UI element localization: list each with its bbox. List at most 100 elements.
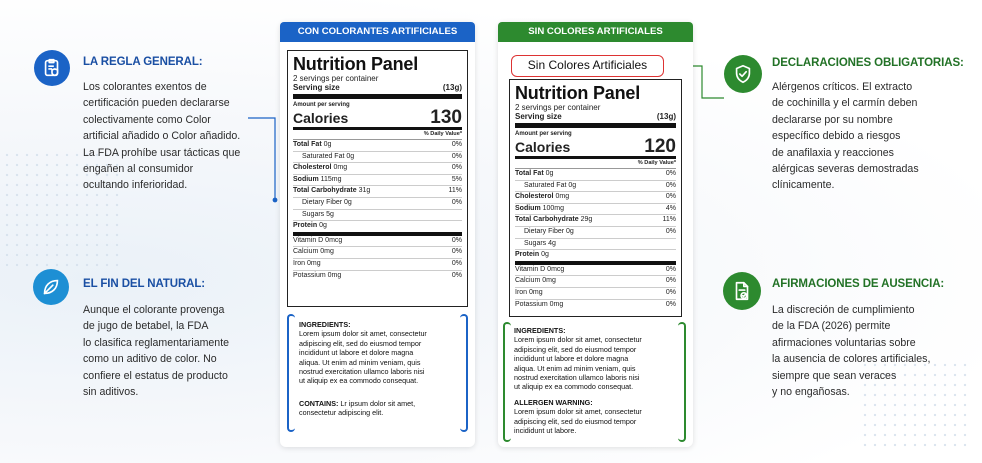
nutrient-rows: Total Fat 0g 0% Saturated Fat 0g 0% Choleste… bbox=[515, 169, 676, 310]
nutrient-name: Sodium 100mg bbox=[515, 204, 565, 212]
nutrient-dv: 11% bbox=[448, 187, 463, 195]
nutrient-row: Cholesterol 0mg 0% bbox=[515, 192, 676, 204]
nutrient-dv: 0% bbox=[665, 277, 676, 285]
nutrient-name: Sodium 115mg bbox=[293, 175, 342, 183]
panel-title: Nutrition Panel bbox=[515, 83, 641, 103]
nutrient-dv: 0% bbox=[665, 181, 676, 189]
nutrient-row: Dietary Fiber 0g 0% bbox=[293, 198, 462, 210]
clipboard-shield-icon bbox=[34, 50, 70, 86]
nutrient-row: Cholesterol 0mg 0% bbox=[293, 163, 462, 175]
nutrient-name: Saturated Fat 0g bbox=[302, 152, 355, 160]
nutrient-row: Total Fat 0g 0% bbox=[293, 140, 462, 152]
nutrient-row: Protein 0g bbox=[293, 221, 462, 236]
nutrient-dv: 0% bbox=[665, 170, 676, 177]
card-tab: CON COLORANTES ARTIFICIALES bbox=[280, 22, 475, 42]
nutrient-dv: 0% bbox=[451, 259, 462, 267]
card-tab: SIN COLORES ARTIFICIALES bbox=[498, 22, 693, 42]
nutrient-name: Saturated Fat 0g bbox=[524, 181, 577, 189]
nutrient-rows: Total Fat 0g 0% Saturated Fat 0g 0% Choleste… bbox=[293, 140, 462, 281]
serving-size: Serving size (13g) bbox=[293, 83, 462, 99]
nutrient-row: Vitamin D 0mcg 0% bbox=[293, 236, 462, 248]
section-title: DECLARACIONES OBLIGATORIAS: bbox=[772, 57, 964, 69]
nutrient-dv: 0% bbox=[665, 193, 676, 201]
card-sin-colores: SIN COLORES ARTIFICIALES Sin Colores Art… bbox=[498, 22, 693, 447]
nutrient-row: Vitamin D 0mcg 0% bbox=[515, 265, 676, 277]
nutrient-name: Protein 0g bbox=[515, 251, 549, 259]
leaf-icon bbox=[33, 269, 69, 305]
nutrient-row: Sodium 100mg 4% bbox=[515, 204, 676, 216]
nutrient-row: Saturated Fat 0g 0% bbox=[293, 152, 462, 164]
servings: 2 servings per container bbox=[515, 103, 601, 112]
nutrient-row: Calcium 0mg 0% bbox=[293, 247, 462, 259]
daily-value-header: % Daily Value* bbox=[293, 130, 462, 140]
nutrient-dv: 0% bbox=[665, 288, 676, 296]
nutrient-name: Total Fat 0g bbox=[293, 141, 332, 148]
nutrient-name: Total Fat 0g bbox=[515, 170, 554, 177]
nutrient-row: Sodium 115mg 5% bbox=[293, 175, 462, 187]
section-text: Alérgenos críticos. El extracto de cochin… bbox=[772, 81, 919, 192]
bracket-right bbox=[460, 314, 468, 432]
nutrient-name: Sugars 4g bbox=[524, 239, 556, 247]
section-title: AFIRMACIONES DE AUSENCIA: bbox=[772, 278, 945, 290]
nutrient-name: Potassium 0mg bbox=[293, 271, 342, 279]
nutrient-dv: 0% bbox=[451, 164, 462, 172]
nutrient-row: Protein 0g bbox=[515, 250, 676, 265]
nutrient-name: Potassium 0mg bbox=[515, 300, 564, 308]
daily-value-header: % Daily Value* bbox=[515, 159, 676, 169]
nutrient-dv: 4% bbox=[665, 204, 676, 212]
nutrient-name: Cholesterol 0mg bbox=[293, 164, 348, 172]
shield-check-icon bbox=[724, 55, 762, 93]
nutrient-dv: 5% bbox=[451, 175, 462, 183]
bracket-left bbox=[503, 322, 511, 442]
nutrient-row: Dietary Fiber 0g 0% bbox=[515, 227, 676, 239]
nutrient-row: Total Carbohydrate 29g 11% bbox=[515, 215, 676, 227]
bracket-right bbox=[678, 322, 686, 442]
nutrient-row: Calcium 0mg 0% bbox=[515, 276, 676, 288]
ingredients: INGREDIENTS: Lorem ipsum dolor sit amet,… bbox=[514, 326, 642, 392]
nutrient-name: Calcium 0mg bbox=[515, 277, 556, 285]
nutrient-name: Iron 0mg bbox=[293, 259, 321, 267]
nutrient-dv: 11% bbox=[662, 216, 677, 224]
nutrient-name: Vitamin D 0mcg bbox=[515, 265, 565, 273]
sin-colores-badge: Sin Colores Artificiales bbox=[511, 55, 664, 77]
calories: Calories 130 bbox=[293, 107, 462, 130]
nutrient-row: Potassium 0mg 0% bbox=[293, 271, 462, 282]
nutrient-dv: 0% bbox=[451, 141, 462, 148]
nutrient-dv: 0% bbox=[665, 300, 676, 308]
nutrient-dv: 0% bbox=[451, 248, 462, 256]
nutrient-row: Saturated Fat 0g 0% bbox=[515, 181, 676, 193]
nutrient-dv: 0% bbox=[451, 152, 462, 160]
servings: 2 servings per container bbox=[293, 74, 379, 83]
section-text: La discreción de cumplimiento de la FDA (… bbox=[772, 304, 931, 399]
nutrient-dv: 0% bbox=[665, 227, 676, 235]
amount-per-serving: Amount per serving bbox=[293, 102, 350, 108]
nutrition-panel: Nutrition Panel 2 servings per container… bbox=[509, 79, 682, 317]
bracket-left bbox=[287, 314, 295, 432]
panel-title: Nutrition Panel bbox=[293, 54, 419, 74]
nutrient-name: Total Carbohydrate 29g bbox=[515, 216, 593, 224]
nutrient-name: Dietary Fiber 0g bbox=[524, 227, 574, 235]
nutrient-name: Total Carbohydrate 31g bbox=[293, 187, 371, 195]
serving-size: Serving size (13g) bbox=[515, 112, 676, 128]
nutrient-row: Total Fat 0g 0% bbox=[515, 169, 676, 181]
nutrient-name: Protein 0g bbox=[293, 222, 327, 230]
section-text: Aunque el colorante provenga de jugo de b… bbox=[83, 304, 230, 399]
nutrient-name: Iron 0mg bbox=[515, 288, 543, 296]
section-title: EL FIN DEL NATURAL: bbox=[83, 278, 206, 290]
nutrient-dv: 0% bbox=[451, 236, 462, 244]
nutrient-name: Dietary Fiber 0g bbox=[302, 198, 352, 206]
dot-pattern bbox=[860, 360, 970, 450]
amount-per-serving: Amount per serving bbox=[515, 131, 572, 137]
document-check-icon bbox=[723, 272, 761, 310]
nutrient-row: Iron 0mg 0% bbox=[515, 288, 676, 300]
card-con-colorantes: CON COLORANTES ARTIFICIALES Nutrition Pa… bbox=[280, 22, 475, 447]
nutrient-name: Sugars 5g bbox=[302, 210, 334, 218]
allergen-warning: ALLERGEN WARNING: Lorem ipsum dolor sit … bbox=[514, 398, 642, 436]
nutrient-name: Cholesterol 0mg bbox=[515, 193, 570, 201]
ingredients: INGREDIENTS: Lorem ipsum dolor sit amet,… bbox=[299, 320, 427, 386]
nutrition-panel: Nutrition Panel 2 servings per container… bbox=[287, 50, 468, 307]
nutrient-row: Sugars 5g bbox=[293, 210, 462, 222]
section-text: Los colorantes exentos de certificación p… bbox=[83, 81, 241, 192]
section-title: LA REGLA GENERAL: bbox=[83, 56, 203, 68]
contains: CONTAINS: Lr ipsum dolor sit amet, consec… bbox=[299, 399, 416, 418]
